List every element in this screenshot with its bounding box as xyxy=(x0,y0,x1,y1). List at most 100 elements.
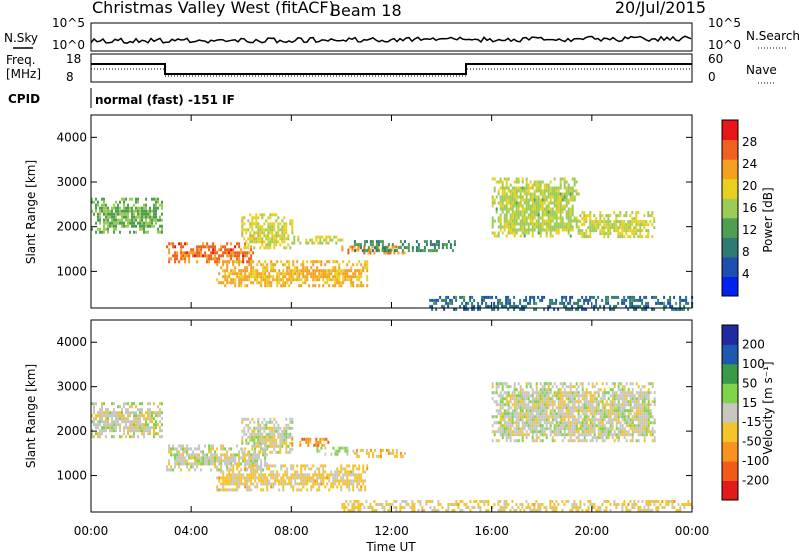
power-cell xyxy=(290,272,293,276)
power-cell xyxy=(282,272,285,276)
power-cell xyxy=(312,272,315,276)
velocity-cell xyxy=(591,385,594,389)
velocity-cell xyxy=(595,400,598,404)
velocity-cell xyxy=(298,482,301,486)
power-cell xyxy=(93,212,95,216)
power-cell xyxy=(635,304,638,308)
power-cell xyxy=(513,201,516,205)
velocity-cell xyxy=(577,421,580,425)
velocity-cell xyxy=(247,417,250,421)
velocity-cell xyxy=(605,415,608,419)
power-cell xyxy=(531,192,534,196)
power-cell xyxy=(535,201,538,205)
velocity-cell xyxy=(407,503,410,506)
power-cell xyxy=(675,307,678,311)
velocity-cell xyxy=(589,391,592,395)
power-cell xyxy=(529,295,532,299)
velocity-cell xyxy=(137,429,139,433)
power-cell xyxy=(465,304,468,308)
velocity-cell xyxy=(517,406,520,410)
power-cell xyxy=(127,209,129,213)
power-cell xyxy=(214,254,217,258)
velocity-cell xyxy=(222,470,225,474)
power-cell xyxy=(248,272,251,276)
velocity-cell xyxy=(509,400,512,404)
velocity-cell xyxy=(529,409,532,413)
velocity-cell xyxy=(557,415,560,419)
power-cell xyxy=(403,240,406,244)
power-cell xyxy=(119,206,121,210)
power-cell xyxy=(531,195,534,199)
velocity-cell xyxy=(499,500,502,503)
velocity-cell xyxy=(364,485,367,489)
velocity-cell xyxy=(583,430,586,434)
velocity-cell xyxy=(270,485,273,489)
velocity-cell xyxy=(597,424,600,428)
velocity-cell xyxy=(369,506,372,509)
velocity-cell xyxy=(591,436,594,440)
velocity-cell xyxy=(593,433,596,437)
power-cell xyxy=(190,251,193,255)
power-cell xyxy=(533,192,536,196)
power-cell xyxy=(621,229,624,233)
power-cell xyxy=(539,198,542,202)
power-cell xyxy=(655,295,658,299)
power-cell xyxy=(559,198,562,202)
velocity-cell xyxy=(623,433,626,437)
velocity-cell xyxy=(273,444,276,448)
power-cell xyxy=(204,251,207,255)
velocity-cell xyxy=(159,426,161,430)
velocity-cell xyxy=(541,394,544,398)
velocity-cell xyxy=(539,430,542,434)
velocity-cell xyxy=(649,409,652,413)
velocity-cell xyxy=(266,485,269,489)
power-cell xyxy=(547,219,550,223)
power-cell xyxy=(635,214,638,218)
velocity-cell xyxy=(641,385,644,389)
velocity-cell xyxy=(208,456,211,460)
power-cell xyxy=(639,298,642,302)
velocity-cell xyxy=(379,451,382,455)
velocity-cell xyxy=(567,412,570,416)
power-cell xyxy=(603,223,606,227)
velocity-cell xyxy=(155,411,157,415)
power-cell xyxy=(241,234,244,238)
velocity-cell xyxy=(117,417,119,421)
velocity-cell xyxy=(589,409,592,413)
velocity-cell xyxy=(519,388,522,392)
velocity-cell xyxy=(527,421,530,425)
velocity-cell xyxy=(601,421,604,425)
power-cell xyxy=(322,275,325,279)
power-cell xyxy=(515,210,518,214)
power-cell xyxy=(316,266,319,270)
power-cell xyxy=(291,228,294,232)
velocity-cell xyxy=(625,409,628,413)
power-cell xyxy=(497,201,500,205)
velocity-cell xyxy=(320,476,323,480)
power-cell xyxy=(291,222,294,226)
power-cell xyxy=(631,304,634,308)
power-cell xyxy=(505,213,508,217)
velocity-cell xyxy=(363,506,366,509)
velocity-cell xyxy=(282,464,285,468)
power-cell xyxy=(567,225,570,229)
power-cell xyxy=(168,248,171,252)
velocity-cell xyxy=(149,417,151,421)
power-cell xyxy=(329,235,332,239)
power-cell xyxy=(429,240,432,244)
power-cell xyxy=(623,295,626,299)
velocity-cell xyxy=(387,451,390,455)
velocity-heatmap-cells xyxy=(91,382,694,512)
velocity-cell xyxy=(525,436,528,440)
power-cell xyxy=(208,248,211,252)
velocity-cell xyxy=(268,479,271,483)
power-cell xyxy=(240,278,243,282)
velocity-cell xyxy=(503,415,506,419)
power-cell xyxy=(617,232,620,236)
power-cell xyxy=(595,301,598,305)
velocity-cell xyxy=(639,418,642,422)
power-cell xyxy=(491,295,494,299)
velocity-cell xyxy=(242,482,245,486)
velocity-cell xyxy=(507,433,510,437)
power-cell xyxy=(561,298,564,302)
